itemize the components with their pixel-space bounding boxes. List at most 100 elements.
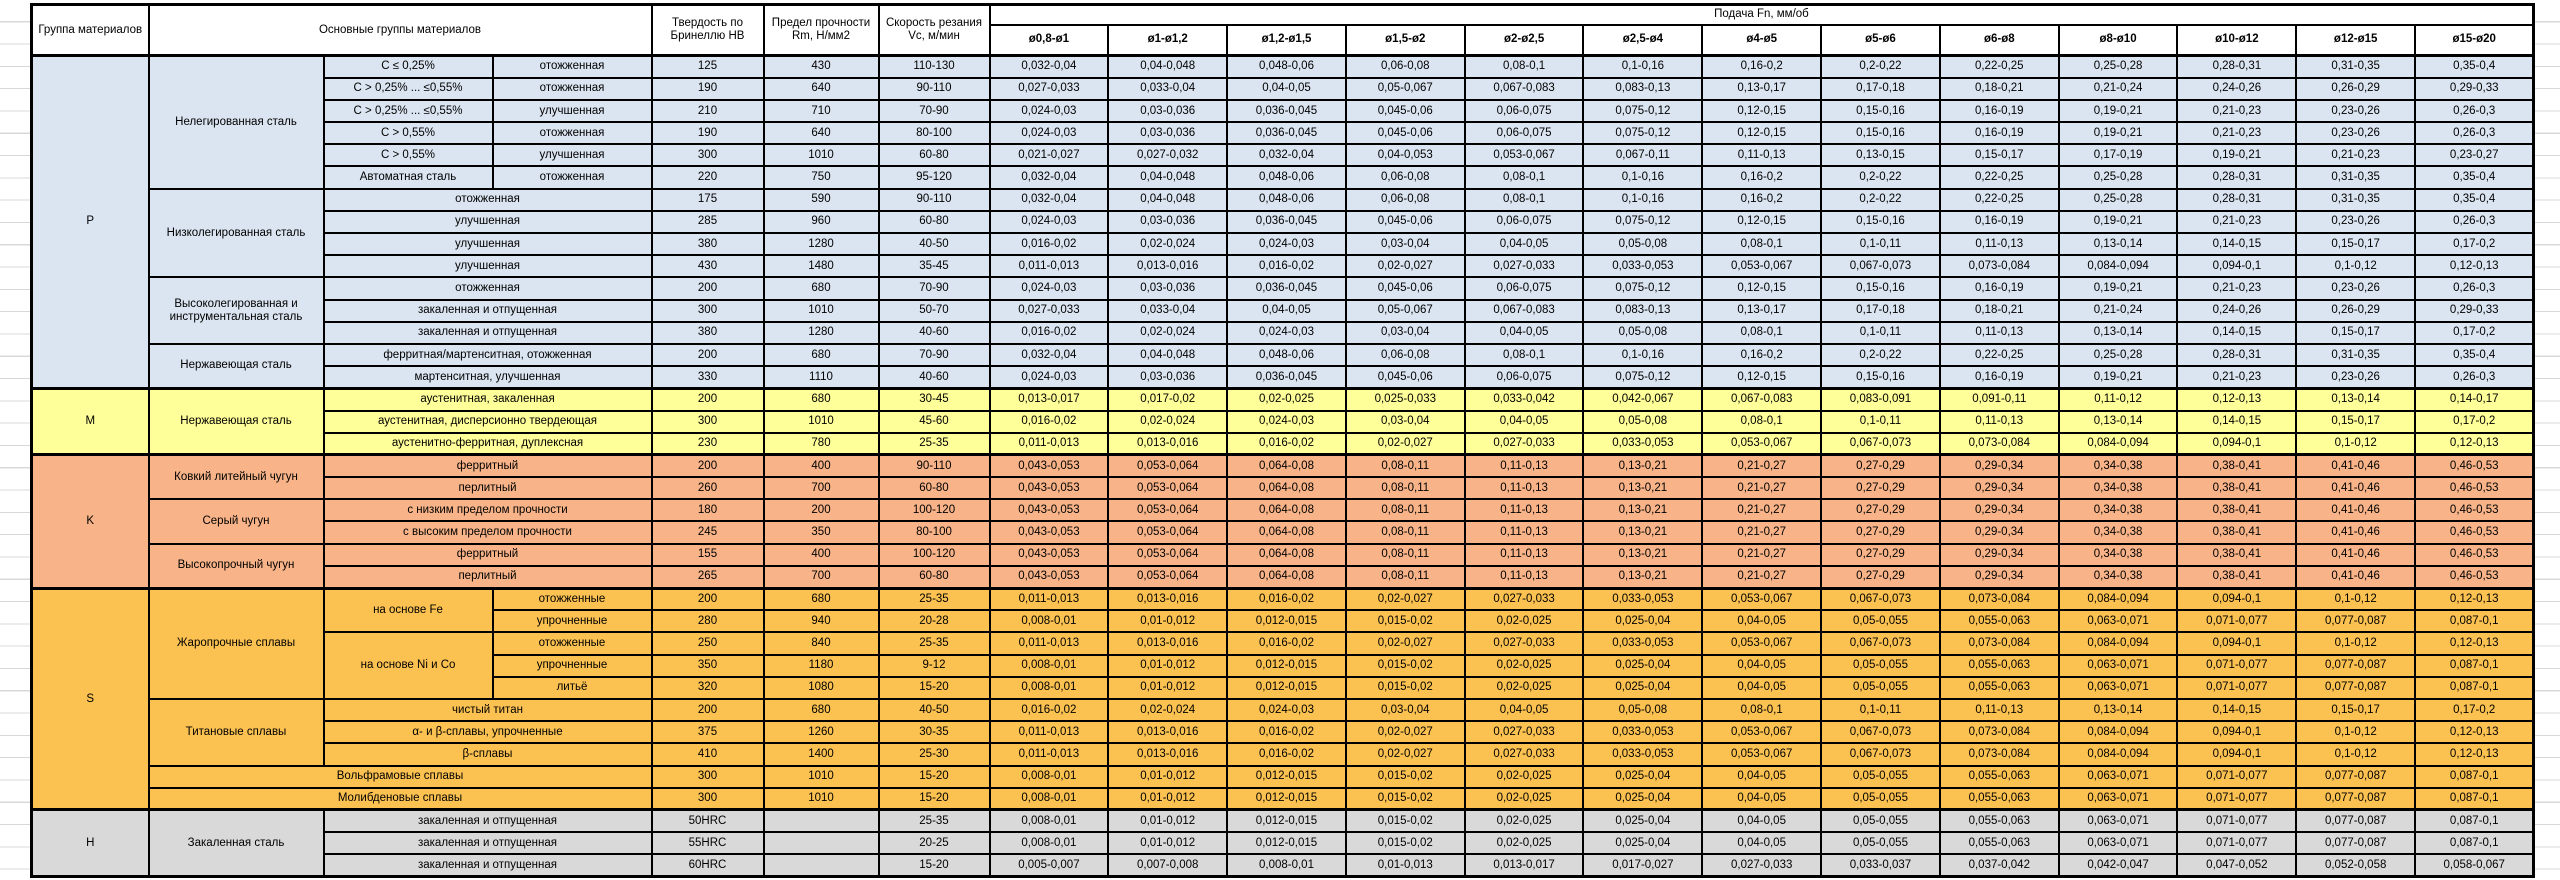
feed-cell[interactable]: 0,46-0,53 (2414, 564, 2535, 590)
vc-cell[interactable]: 90-110 (877, 76, 991, 101)
rm-cell[interactable] (762, 808, 880, 834)
feed-cell[interactable]: 0,067-0,083 (1463, 298, 1585, 323)
vc-cell[interactable]: 40-60 (877, 320, 991, 345)
feed-cell[interactable]: 0,016-0,02 (1226, 431, 1347, 456)
feed-cell[interactable]: 0,11-0,13 (1701, 143, 1823, 168)
feed-cell[interactable]: 0,12-0,15 (1701, 121, 1823, 146)
hb-cell[interactable]: 60HRC (650, 853, 765, 878)
feed-cell[interactable]: 0,04-0,05 (1701, 675, 1823, 700)
feed-cell[interactable]: 0,04-0,05 (1463, 409, 1585, 434)
feed-cell[interactable]: 0,087-0,1 (2414, 675, 2535, 700)
feed-cell[interactable]: 0,23-0,26 (2295, 276, 2417, 301)
feed-cell[interactable]: 0,016-0,02 (1226, 720, 1347, 745)
feed-cell[interactable]: 0,087-0,1 (2414, 786, 2535, 811)
feed-cell[interactable]: 0,045-0,06 (1344, 276, 1466, 301)
vc-cell[interactable]: 70-90 (877, 342, 991, 368)
feed-cell[interactable]: 0,01-0,012 (1107, 786, 1229, 811)
vc-cell[interactable]: 95-120 (877, 165, 991, 190)
hb-cell[interactable]: 300 (650, 143, 765, 168)
feed-cell[interactable]: 0,007-0,008 (1107, 853, 1229, 878)
feed-cell[interactable]: 0,075-0,12 (1582, 121, 1704, 146)
state-cell[interactable]: перлитный (322, 476, 653, 501)
feed-cell[interactable]: 0,08-0,1 (1701, 231, 1823, 257)
feed-cell[interactable]: 0,043-0,053 (988, 520, 1110, 545)
hb-cell[interactable]: 230 (650, 431, 765, 456)
feed-cell[interactable]: 0,011-0,013 (988, 742, 1110, 767)
feed-cell[interactable]: 0,042-0,047 (2057, 853, 2179, 878)
subgroup-cell[interactable]: Высоколегированная и инструментальная ст… (147, 276, 325, 345)
vc-cell[interactable]: 25-35 (877, 631, 991, 656)
subgroup-cell[interactable]: Нержавеющая сталь (147, 386, 325, 456)
header-cell-diameter[interactable]: ø5-ø6 (1820, 23, 1941, 57)
feed-cell[interactable]: 0,03-0,036 (1107, 209, 1229, 235)
feed-cell[interactable]: 0,13-0,21 (1582, 564, 1704, 590)
feed-cell[interactable]: 0,067-0,083 (1701, 386, 1823, 412)
feed-cell[interactable]: 0,016-0,02 (1226, 742, 1347, 767)
vc-cell[interactable]: 60-80 (877, 143, 991, 168)
rm-cell[interactable]: 680 (762, 386, 880, 412)
feed-cell[interactable]: 0,015-0,02 (1344, 609, 1466, 634)
feed-cell[interactable]: 0,045-0,06 (1344, 365, 1466, 390)
state-cell[interactable]: мартенситная, улучшенная (322, 365, 653, 390)
rm-cell[interactable]: 1010 (762, 786, 880, 811)
feed-cell[interactable]: 0,032-0,04 (988, 342, 1110, 368)
feed-cell[interactable]: 0,1-0,12 (2295, 720, 2417, 745)
feed-cell[interactable]: 0,071-0,077 (2176, 764, 2298, 789)
state-cell[interactable]: отожженные (491, 586, 653, 612)
feed-cell[interactable]: 0,055-0,063 (1938, 609, 2060, 634)
feed-cell[interactable]: 0,22-0,25 (1938, 53, 2060, 79)
feed-cell[interactable]: 0,043-0,053 (988, 564, 1110, 590)
feed-cell[interactable]: 0,11-0,13 (1463, 564, 1585, 590)
feed-cell[interactable]: 0,064-0,08 (1226, 498, 1347, 523)
feed-cell[interactable]: 0,1-0,12 (2295, 631, 2417, 656)
hb-cell[interactable]: 320 (650, 675, 765, 700)
feed-cell[interactable]: 0,013-0,016 (1107, 720, 1229, 745)
rm-cell[interactable]: 940 (762, 609, 880, 634)
feed-cell[interactable]: 0,06-0,075 (1463, 365, 1585, 390)
feed-cell[interactable]: 0,11-0,12 (2057, 386, 2179, 412)
feed-cell[interactable]: 0,084-0,094 (2057, 431, 2179, 456)
feed-cell[interactable]: 0,025-0,04 (1582, 609, 1704, 634)
feed-cell[interactable]: 0,063-0,071 (2057, 764, 2179, 789)
vc-cell[interactable]: 90-110 (877, 187, 991, 212)
feed-cell[interactable]: 0,11-0,13 (1938, 231, 2060, 257)
state-cell[interactable]: улучшенная (491, 143, 653, 168)
feed-cell[interactable]: 0,06-0,075 (1463, 276, 1585, 301)
feed-cell[interactable]: 0,084-0,094 (2057, 742, 2179, 767)
feed-cell[interactable]: 0,16-0,2 (1701, 187, 1823, 212)
feed-cell[interactable]: 0,04-0,05 (1701, 609, 1823, 634)
vc-cell[interactable]: 60-80 (877, 209, 991, 235)
feed-cell[interactable]: 0,2-0,22 (1820, 187, 1941, 212)
feed-cell[interactable]: 0,05-0,055 (1820, 786, 1941, 811)
state-cell[interactable]: аустенитная, закаленная (322, 386, 653, 412)
feed-cell[interactable]: 0,058-0,067 (2414, 853, 2535, 878)
hb-cell[interactable]: 300 (650, 764, 765, 789)
feed-cell[interactable]: 0,11-0,13 (1463, 453, 1585, 479)
feed-cell[interactable]: 0,011-0,013 (988, 586, 1110, 612)
hb-cell[interactable]: 50HRC (650, 808, 765, 834)
feed-cell[interactable]: 0,045-0,06 (1344, 121, 1466, 146)
vc-cell[interactable]: 100-120 (877, 542, 991, 567)
feed-cell[interactable]: 0,073-0,084 (1938, 631, 2060, 656)
feed-cell[interactable]: 0,2-0,22 (1820, 165, 1941, 190)
vc-cell[interactable]: 40-60 (877, 365, 991, 390)
feed-cell[interactable]: 0,25-0,28 (2057, 165, 2179, 190)
feed-cell[interactable]: 0,015-0,02 (1344, 653, 1466, 678)
feed-cell[interactable]: 0,033-0,04 (1107, 298, 1229, 323)
feed-cell[interactable]: 0,067-0,11 (1582, 143, 1704, 168)
feed-cell[interactable]: 0,015-0,02 (1344, 808, 1466, 834)
feed-cell[interactable]: 0,12-0,13 (2414, 254, 2535, 279)
rm-cell[interactable]: 430 (762, 53, 880, 79)
rm-cell[interactable]: 1110 (762, 365, 880, 390)
vc-cell[interactable]: 25-30 (877, 742, 991, 767)
feed-cell[interactable]: 0,075-0,12 (1582, 209, 1704, 235)
feed-cell[interactable]: 0,15-0,17 (1938, 143, 2060, 168)
feed-cell[interactable]: 0,26-0,3 (2414, 121, 2535, 146)
feed-cell[interactable]: 0,08-0,1 (1463, 165, 1585, 190)
feed-cell[interactable]: 0,34-0,38 (2057, 476, 2179, 501)
feed-cell[interactable]: 0,063-0,071 (2057, 786, 2179, 811)
feed-cell[interactable]: 0,053-0,067 (1701, 742, 1823, 767)
feed-cell[interactable]: 0,008-0,01 (988, 764, 1110, 789)
feed-cell[interactable]: 0,094-0,1 (2176, 586, 2298, 612)
rm-cell[interactable]: 350 (762, 520, 880, 545)
